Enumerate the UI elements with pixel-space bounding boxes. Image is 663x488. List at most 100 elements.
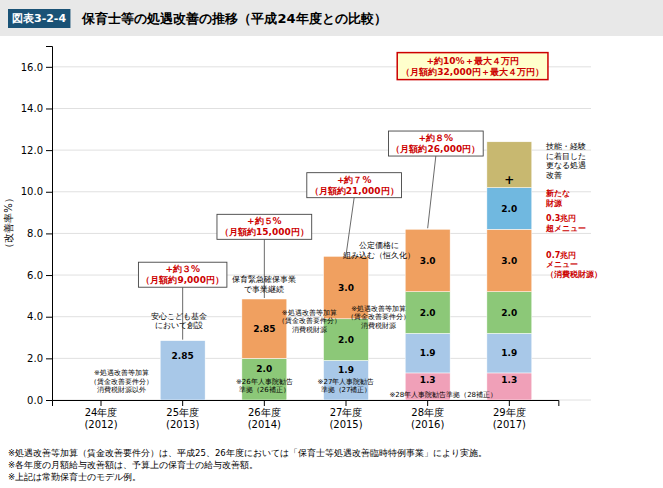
plot: 2.852.01.91.31.32.852.01.91.93.02.02.03.… xyxy=(3,47,602,430)
annotation-line: 0.3兆円 xyxy=(546,214,576,223)
x-tick: 24年度(2012) xyxy=(84,400,117,430)
x-tick-label: 24年度(2012) xyxy=(84,407,117,430)
data-label: 1.3 xyxy=(420,375,436,385)
annotations: +約３%（月額約9,000円）+約５%（月額約15,000円）+約７%（月額約2… xyxy=(90,53,602,400)
annotation-line: +約８% xyxy=(419,133,454,143)
annotation-line: において創設 xyxy=(155,321,203,330)
grid xyxy=(52,67,591,400)
y-tick: 10.0 xyxy=(21,186,52,197)
footnote: ※上記は常勤保育士のモデル例。 xyxy=(8,472,141,482)
annotation-line: で事業継続 xyxy=(244,285,284,294)
annotation-line: 超メニュー xyxy=(545,224,586,233)
x-tick-label-line: 26年度 xyxy=(248,407,281,418)
annotation-box-group: +約３%（月額約9,000円） xyxy=(138,262,226,287)
footnote: ※処遇改善等加算（賃金改善要件分）は、平成25、26年度においては「保育士等処遇… xyxy=(8,448,487,458)
side-note: 技能・経験に着目した更なる処遇改善 xyxy=(545,142,586,180)
data-label: 2.0 xyxy=(501,204,517,214)
annotation-line: + xyxy=(504,173,514,187)
annotation-line: に着目した xyxy=(546,152,586,161)
annotation-box-group: +約５%（月額約15,000円） xyxy=(217,214,312,239)
annotation-box xyxy=(307,173,402,198)
annotation-box-text: +約３%（月額約9,000円） xyxy=(141,264,223,285)
annotation-line: ※処遇改善等加算 xyxy=(282,308,337,317)
annotation-line: 安心こども基金 xyxy=(151,312,207,321)
data-label: 3.0 xyxy=(501,256,517,266)
data-label: 2.85 xyxy=(172,351,194,361)
data-label: 1.3 xyxy=(501,375,517,385)
annotation-box xyxy=(388,131,483,156)
y-tick-mark xyxy=(46,108,52,109)
annotation-line: ※処遇改善等加算 xyxy=(94,368,149,377)
x-tick: 26年度(2014) xyxy=(248,400,281,430)
x-tick-label-line: (2017) xyxy=(493,419,526,430)
data-label: 3.0 xyxy=(338,283,354,293)
y-tick-label: 16.0 xyxy=(21,62,43,73)
annotation-line: +約７% xyxy=(337,175,372,185)
annotation-line: ※28年人事院勧告準拠（28補正） xyxy=(389,391,497,399)
data-labels: 2.852.01.91.31.32.852.01.91.93.02.02.03.… xyxy=(172,204,518,385)
y-tick-mark xyxy=(46,358,52,359)
title-bar xyxy=(0,0,663,36)
x-tick-label-line: (2016) xyxy=(411,419,444,430)
y-tick-mark xyxy=(46,400,52,401)
y-tick-label: 0.0 xyxy=(27,395,43,406)
y-tick-mark xyxy=(46,67,52,68)
annotation-line: +約10%＋最大４万円 xyxy=(427,56,519,66)
x-tick: 25年度(2013) xyxy=(166,400,199,430)
annotation-connector xyxy=(428,156,436,228)
y-tick-label: 8.0 xyxy=(27,228,43,239)
x-tick-mark xyxy=(346,400,347,406)
annotation-line: 改善 xyxy=(546,171,562,180)
figure-label-box xyxy=(8,9,70,28)
x-tick-label-line: 29年度 xyxy=(493,407,526,418)
annotation-line: メニュー xyxy=(546,260,578,269)
y-tick-label: 14.0 xyxy=(21,103,43,114)
annotation-line: 消費税財源 xyxy=(361,322,396,330)
annotation-line: 消費税財源 xyxy=(292,326,327,334)
y-axis: 0.02.04.06.08.010.012.014.016.0 xyxy=(21,47,53,406)
side-note: 新たな財源 xyxy=(545,188,570,208)
x-tick-label: 27年度(2015) xyxy=(329,407,362,430)
data-label: 1.9 xyxy=(420,348,436,358)
y-axis-title: （改善率%） xyxy=(3,193,14,253)
x-tick-label-line: 27年度 xyxy=(330,407,363,418)
annotation-line: 更なる処遇 xyxy=(546,161,586,170)
bar-segment xyxy=(405,333,450,373)
annotation-line: 準拠（27補正） xyxy=(321,386,372,394)
callout-group: +約10%＋最大４万円（月額約32,000円＋最大４万円） xyxy=(397,53,548,80)
data-label: 2.85 xyxy=(253,324,275,334)
x-tick-mark xyxy=(264,400,265,406)
note: 公定価格に組み込む（恒久化） xyxy=(342,241,415,260)
y-tick-label: 10.0 xyxy=(21,186,43,197)
note: ※処遇改善等加算（賃金改善要件分）消費税財源以外 xyxy=(90,368,153,394)
bar-segment xyxy=(487,292,532,334)
annotation-line: 新たな xyxy=(545,188,570,198)
bar-segment xyxy=(405,292,450,334)
x-tick-label-line: 24年度 xyxy=(85,407,118,418)
annotation-line: +約５% xyxy=(247,216,282,226)
x-tick-mark xyxy=(101,400,102,406)
annotation-line: 公定価格に xyxy=(359,241,399,250)
y-tick-mark xyxy=(46,150,52,151)
bar-segment xyxy=(487,188,532,230)
side-note: 0.3兆円超メニュー xyxy=(545,214,586,233)
x-tick-label-line: (2015) xyxy=(329,419,362,430)
annotation-line: （月額約9,000円） xyxy=(141,275,223,285)
annotation-box xyxy=(217,214,312,239)
bar-segment xyxy=(487,333,532,373)
y-tick-mark xyxy=(46,233,52,234)
y-tick: 6.0 xyxy=(27,270,52,281)
y-tick: 0.0 xyxy=(27,395,52,406)
annotation-line: 技能・経験 xyxy=(545,142,586,151)
x-tick-mark xyxy=(182,400,183,406)
grid-line xyxy=(52,108,591,109)
data-label: 2.0 xyxy=(420,308,436,318)
footnotes: ※処遇改善等加算（賃金改善要件分）は、平成25、26年度においては「保育士等処遇… xyxy=(8,448,487,482)
annotation-line: （賃金改善要件分） xyxy=(90,377,153,386)
annotation-line: 消費税財源以外 xyxy=(97,386,146,394)
annotation-line: ※処遇改善等加算 xyxy=(351,304,406,313)
note: ※26年人事院勧告準拠（26補正） xyxy=(236,378,293,395)
y-tick-label: 6.0 xyxy=(27,270,43,281)
chart-svg: 図表3-2-4保育士等の処遇改善の推移（平成24年度との比較）2.852.01.… xyxy=(0,0,663,488)
note: ※27年人事院勧告準拠（27補正） xyxy=(318,378,375,395)
